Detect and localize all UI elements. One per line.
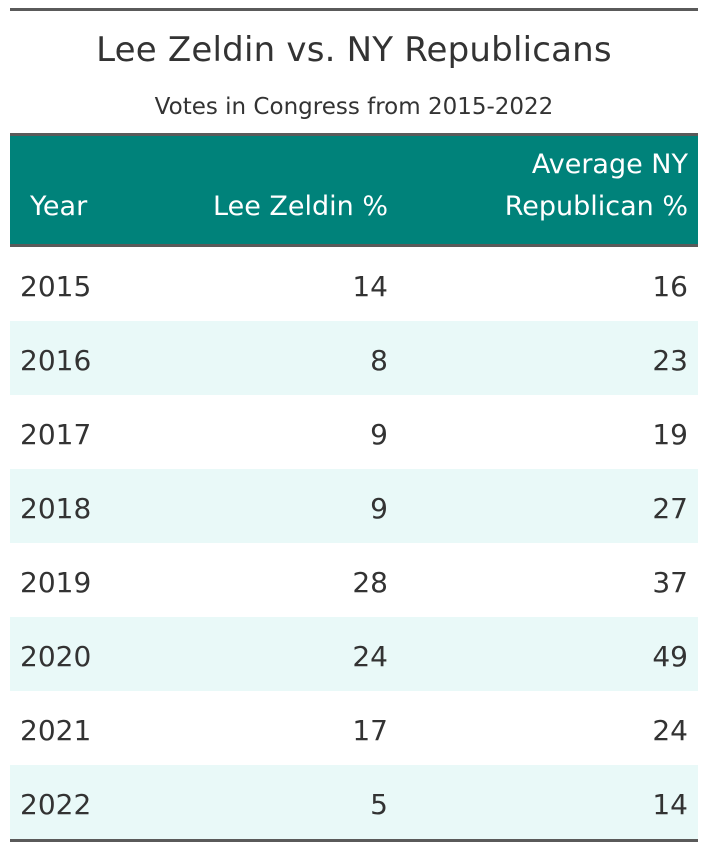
cell-lee-zeldin: 9 xyxy=(370,492,388,525)
cell-lee-zeldin: 9 xyxy=(370,418,388,451)
bottom-rule xyxy=(10,839,698,842)
cell-year: 2021 xyxy=(20,714,92,747)
table-row: 2021 17 24 xyxy=(10,691,698,765)
cell-lee-zeldin: 14 xyxy=(352,270,388,303)
cell-lee-zeldin: 5 xyxy=(370,788,388,821)
cell-average-ny-republican: 23 xyxy=(652,344,688,377)
table-row: 2020 24 49 xyxy=(10,617,698,691)
cell-year: 2015 xyxy=(20,270,92,303)
cell-average-ny-republican: 37 xyxy=(652,566,688,599)
cell-year: 2017 xyxy=(20,418,92,451)
header-lee-zeldin: Lee Zeldin % xyxy=(213,186,388,228)
table-title: Lee Zeldin vs. NY Republicans xyxy=(96,30,612,70)
cell-year: 2020 xyxy=(20,640,92,673)
table-body: 2015 14 16 2016 8 23 2017 9 19 2018 9 27… xyxy=(10,247,698,839)
header-top-rule xyxy=(10,133,698,136)
cell-average-ny-republican: 16 xyxy=(652,270,688,303)
cell-lee-zeldin: 28 xyxy=(352,566,388,599)
cell-lee-zeldin: 24 xyxy=(352,640,388,673)
cell-year: 2022 xyxy=(20,788,92,821)
cell-lee-zeldin: 8 xyxy=(370,344,388,377)
header-year-line: Year xyxy=(30,191,88,222)
table-row: 2018 9 27 xyxy=(10,469,698,543)
cell-year: 2019 xyxy=(20,566,92,599)
table-row: 2019 28 37 xyxy=(10,543,698,617)
cell-average-ny-republican: 24 xyxy=(652,714,688,747)
table-header: Year Lee Zeldin % Average NY Republican … xyxy=(10,136,698,244)
header-average-line-1: Average NY xyxy=(531,149,688,180)
cell-lee-zeldin: 17 xyxy=(352,714,388,747)
cell-average-ny-republican: 27 xyxy=(652,492,688,525)
table-row: 2017 9 19 xyxy=(10,395,698,469)
cell-year: 2016 xyxy=(20,344,92,377)
cell-average-ny-republican: 49 xyxy=(652,640,688,673)
cell-average-ny-republican: 19 xyxy=(652,418,688,451)
table-subtitle: Votes in Congress from 2015-2022 xyxy=(154,94,554,120)
header-average-line-2: Republican % xyxy=(504,191,688,222)
top-rule xyxy=(10,8,698,11)
table-row: 2016 8 23 xyxy=(10,321,698,395)
table-row: 2022 5 14 xyxy=(10,765,698,839)
header-year: Year xyxy=(30,186,87,228)
cell-average-ny-republican: 14 xyxy=(652,788,688,821)
header-lee-zeldin-line: Lee Zeldin % xyxy=(213,191,388,222)
header-average-ny-republican: Average NY Republican % xyxy=(505,144,688,228)
header-bottom-rule xyxy=(10,244,698,247)
cell-year: 2018 xyxy=(20,492,92,525)
table-row: 2015 14 16 xyxy=(10,247,698,321)
